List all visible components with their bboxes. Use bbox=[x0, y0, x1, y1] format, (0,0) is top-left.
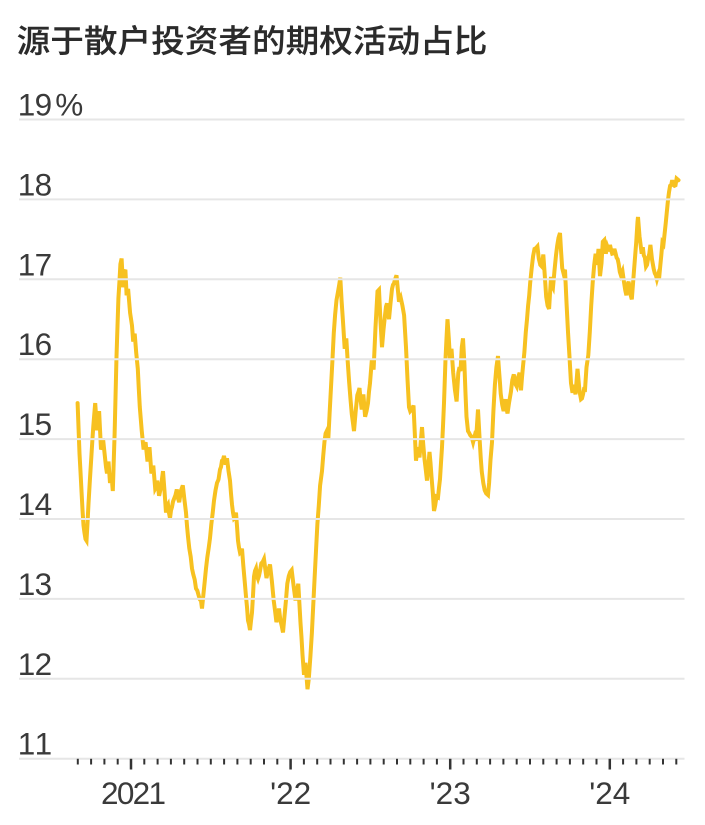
svg-text:13: 13 bbox=[18, 566, 53, 602]
svg-text:2021: 2021 bbox=[101, 775, 166, 811]
svg-text:'23: '23 bbox=[430, 775, 471, 811]
svg-text:12: 12 bbox=[18, 646, 53, 682]
svg-text:18: 18 bbox=[18, 166, 53, 202]
svg-text:15: 15 bbox=[18, 406, 53, 442]
svg-text:11: 11 bbox=[18, 726, 53, 762]
svg-text:14: 14 bbox=[18, 486, 53, 522]
svg-text:16: 16 bbox=[18, 326, 53, 362]
svg-text:'24: '24 bbox=[589, 775, 630, 811]
svg-text:'22: '22 bbox=[270, 775, 311, 811]
svg-text:%: % bbox=[55, 87, 83, 123]
svg-text:19: 19 bbox=[18, 87, 53, 123]
svg-text:17: 17 bbox=[18, 246, 53, 282]
